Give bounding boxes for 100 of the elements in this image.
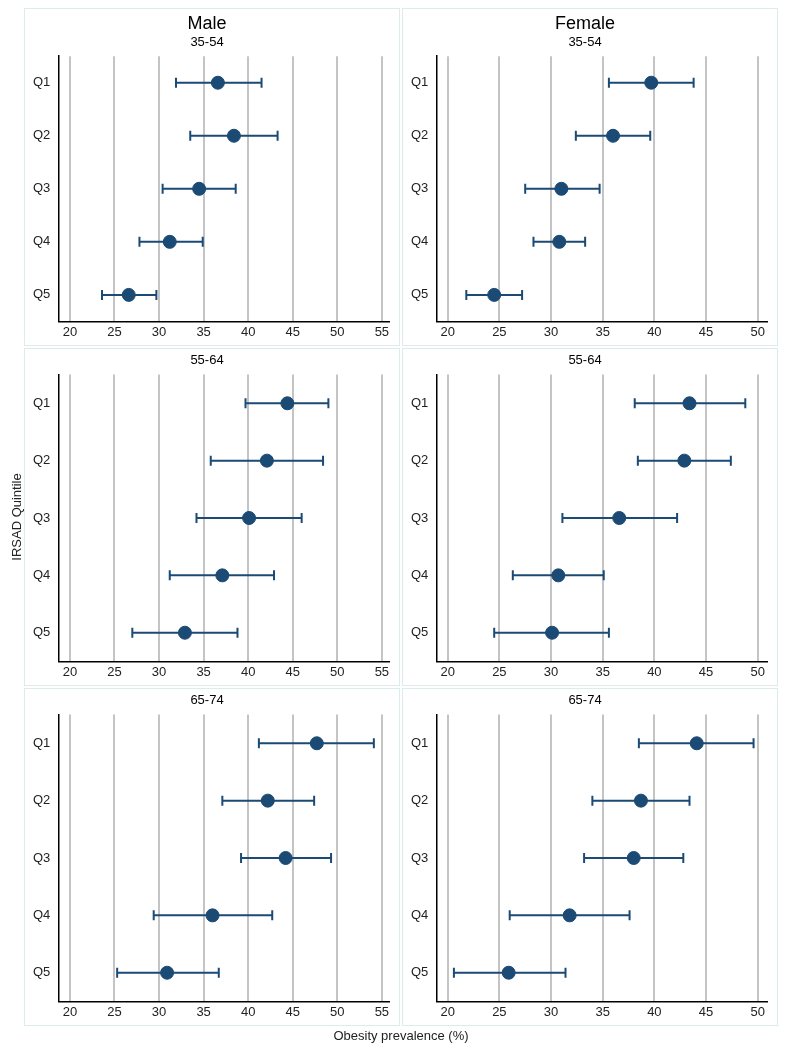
x-tick-label: 30 [151, 1003, 167, 1019]
x-tick-label: 50 [750, 323, 765, 339]
x-tick-label: 35 [595, 663, 610, 679]
point [192, 181, 207, 196]
point [552, 234, 567, 249]
point [162, 234, 177, 249]
x-tick-label: 55 [374, 663, 390, 679]
chart-title: Female [554, 12, 616, 33]
point [215, 568, 230, 583]
y-tick-label: Q3 [411, 180, 429, 196]
x-tick-label: 40 [240, 663, 256, 679]
x-tick-label: 40 [647, 663, 662, 679]
y-tick-label: Q3 [33, 849, 51, 865]
x-tick-label: 40 [240, 323, 256, 339]
y-tick-label: Q4 [33, 906, 51, 922]
chart-title: 65-74 [190, 692, 224, 708]
y-tick-label: Q5 [411, 286, 429, 302]
point [644, 75, 659, 90]
y-tick-label: Q2 [411, 452, 429, 468]
point [626, 851, 641, 865]
y-tick-label: Q5 [411, 624, 429, 640]
point [205, 908, 220, 923]
x-tick-label: 30 [151, 663, 167, 679]
y-tick-label: Q4 [411, 233, 429, 249]
y-tick-label: Q4 [411, 906, 429, 922]
point [278, 851, 293, 865]
y-tick-label: Q2 [33, 452, 51, 468]
y-tick-label: Q5 [33, 286, 51, 302]
x-tick-label: 55 [374, 1003, 390, 1019]
point [160, 965, 175, 980]
y-tick-label: Q1 [411, 394, 429, 410]
y-tick-label: Q2 [411, 792, 429, 808]
x-tick-label: 35 [595, 323, 610, 339]
x-tick-label: 35 [196, 323, 211, 339]
y-tick-label: Q4 [33, 566, 51, 582]
y-tick-label: Q4 [411, 566, 429, 582]
chart-title: 65-74 [568, 692, 602, 708]
point [260, 793, 275, 808]
x-tick-label: 25 [492, 323, 507, 339]
y-tick-label: Q5 [33, 624, 51, 640]
x-tick-label: 25 [492, 663, 507, 679]
x-tick-label: 30 [151, 323, 167, 339]
x-tick-label: 40 [240, 1003, 256, 1019]
x-tick-label: 50 [330, 323, 345, 339]
y-tick-label: Q5 [33, 964, 51, 980]
point [677, 453, 692, 468]
x-tick-label: 20 [62, 663, 78, 679]
x-tick-label: 20 [62, 1003, 78, 1019]
point [487, 287, 502, 302]
y-tick-label: Q5 [411, 964, 429, 980]
y-tick-label: Q2 [33, 792, 51, 808]
x-tick-label: 45 [698, 1003, 714, 1019]
x-tick-label: 45 [698, 663, 714, 679]
point [545, 625, 560, 640]
x-tick-label: 45 [285, 323, 300, 339]
point [562, 908, 577, 923]
point [554, 181, 569, 196]
x-tick-label: 20 [62, 323, 78, 339]
x-tick-label: 50 [750, 663, 765, 679]
y-tick-label: Q2 [33, 127, 51, 143]
y-tick-label: Q3 [33, 509, 51, 525]
point [259, 453, 274, 468]
x-tick-label: 25 [107, 1003, 122, 1019]
x-tick-label: 50 [330, 1003, 345, 1019]
x-tick-label: 40 [647, 1003, 662, 1019]
x-tick-label: 45 [285, 1003, 300, 1019]
x-tick-label: 50 [750, 1003, 765, 1019]
chart-title: 55-64 [190, 352, 224, 368]
x-tick-label: 30 [543, 663, 559, 679]
point [612, 511, 627, 525]
x-axis-title: Obesity prevalence (%) [332, 1028, 470, 1043]
y-tick-label: Q1 [411, 734, 429, 750]
point [242, 511, 257, 525]
point [501, 965, 516, 980]
x-tick-label: 20 [440, 1003, 455, 1019]
y-tick-label: Q1 [33, 734, 51, 750]
x-tick-label: 30 [543, 1003, 559, 1019]
y-axis-title: IRSAD Quintile [8, 473, 24, 561]
y-tick-label: Q1 [33, 74, 51, 90]
point [177, 625, 192, 640]
point [280, 396, 295, 411]
point [226, 128, 241, 143]
chart-subtitle: 35-54 [568, 33, 602, 49]
x-tick-label: 50 [330, 663, 345, 679]
point [606, 128, 621, 143]
y-tick-label: Q1 [33, 394, 51, 410]
x-tick-label: 25 [107, 663, 122, 679]
chart-subtitle: 35-54 [190, 33, 224, 49]
x-tick-label: 20 [440, 663, 455, 679]
point [210, 75, 225, 90]
chart-title: 55-64 [568, 352, 602, 368]
y-tick-label: Q2 [411, 127, 429, 143]
point [682, 396, 697, 411]
x-tick-label: 35 [196, 1003, 211, 1019]
point [689, 736, 704, 751]
x-tick-label: 45 [285, 663, 300, 679]
point [309, 736, 324, 751]
y-tick-label: Q3 [33, 180, 51, 196]
x-tick-label: 25 [492, 1003, 507, 1019]
y-tick-label: Q4 [33, 233, 51, 249]
